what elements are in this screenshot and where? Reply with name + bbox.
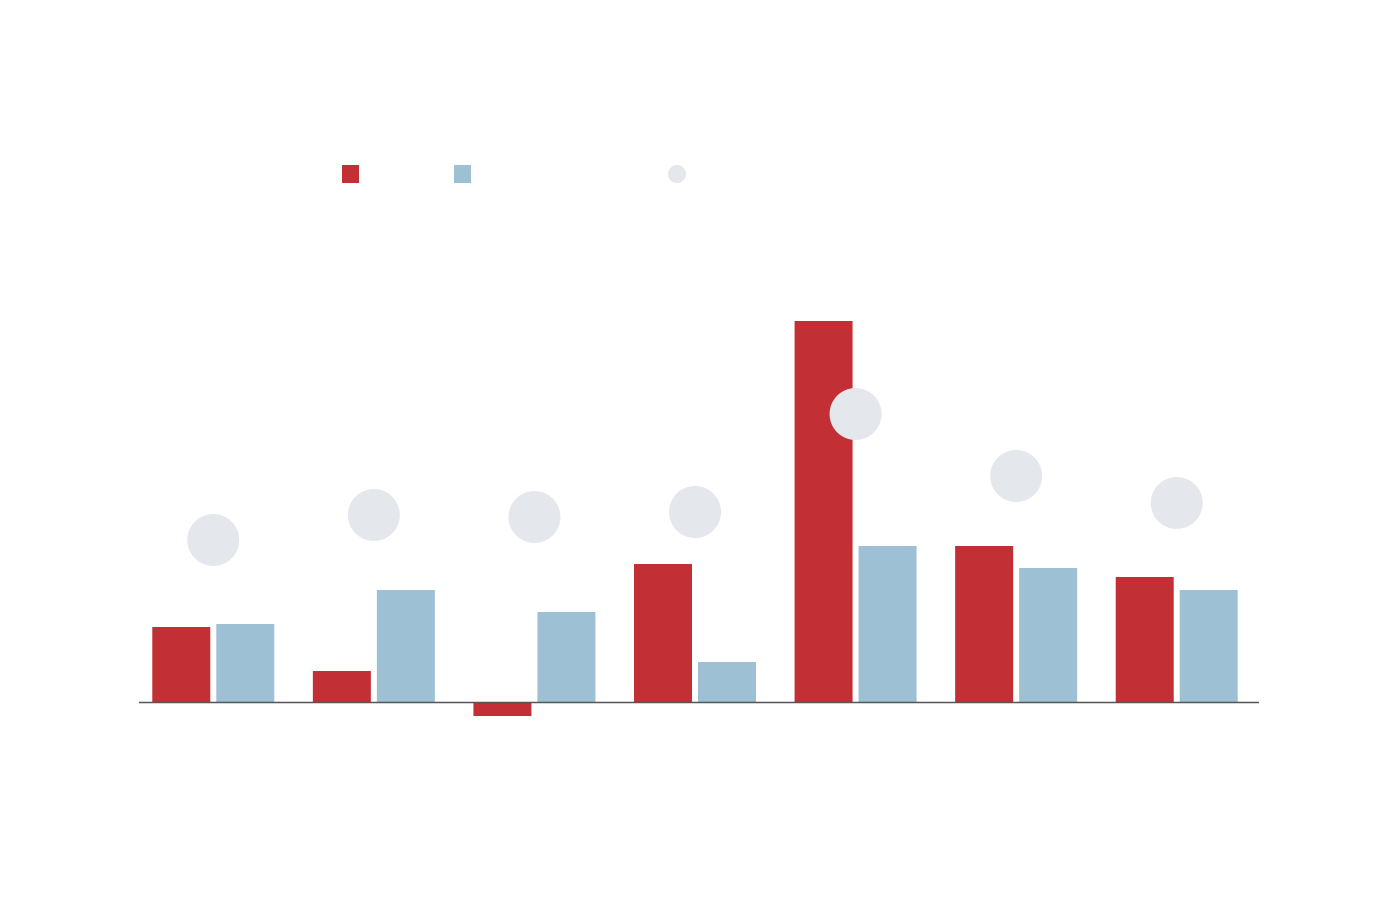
bar [634,564,692,702]
bar [152,627,211,702]
dot [1150,477,1203,529]
bar [858,546,917,702]
dot [187,514,240,566]
legend-swatch [668,165,686,183]
dot [508,491,561,543]
bar [955,546,1014,702]
legend-swatch [454,165,471,183]
dot [990,450,1043,502]
bar [1115,577,1174,702]
dot [669,486,721,538]
bar [312,671,371,702]
bar [473,702,532,716]
dot [347,489,400,541]
dot [829,388,882,440]
bar [794,321,853,702]
legend-swatch [342,165,359,183]
bar [1179,590,1238,702]
bar [376,590,435,702]
bar [216,624,275,702]
bar [1019,568,1078,702]
bar [537,612,596,702]
bar [698,662,756,702]
